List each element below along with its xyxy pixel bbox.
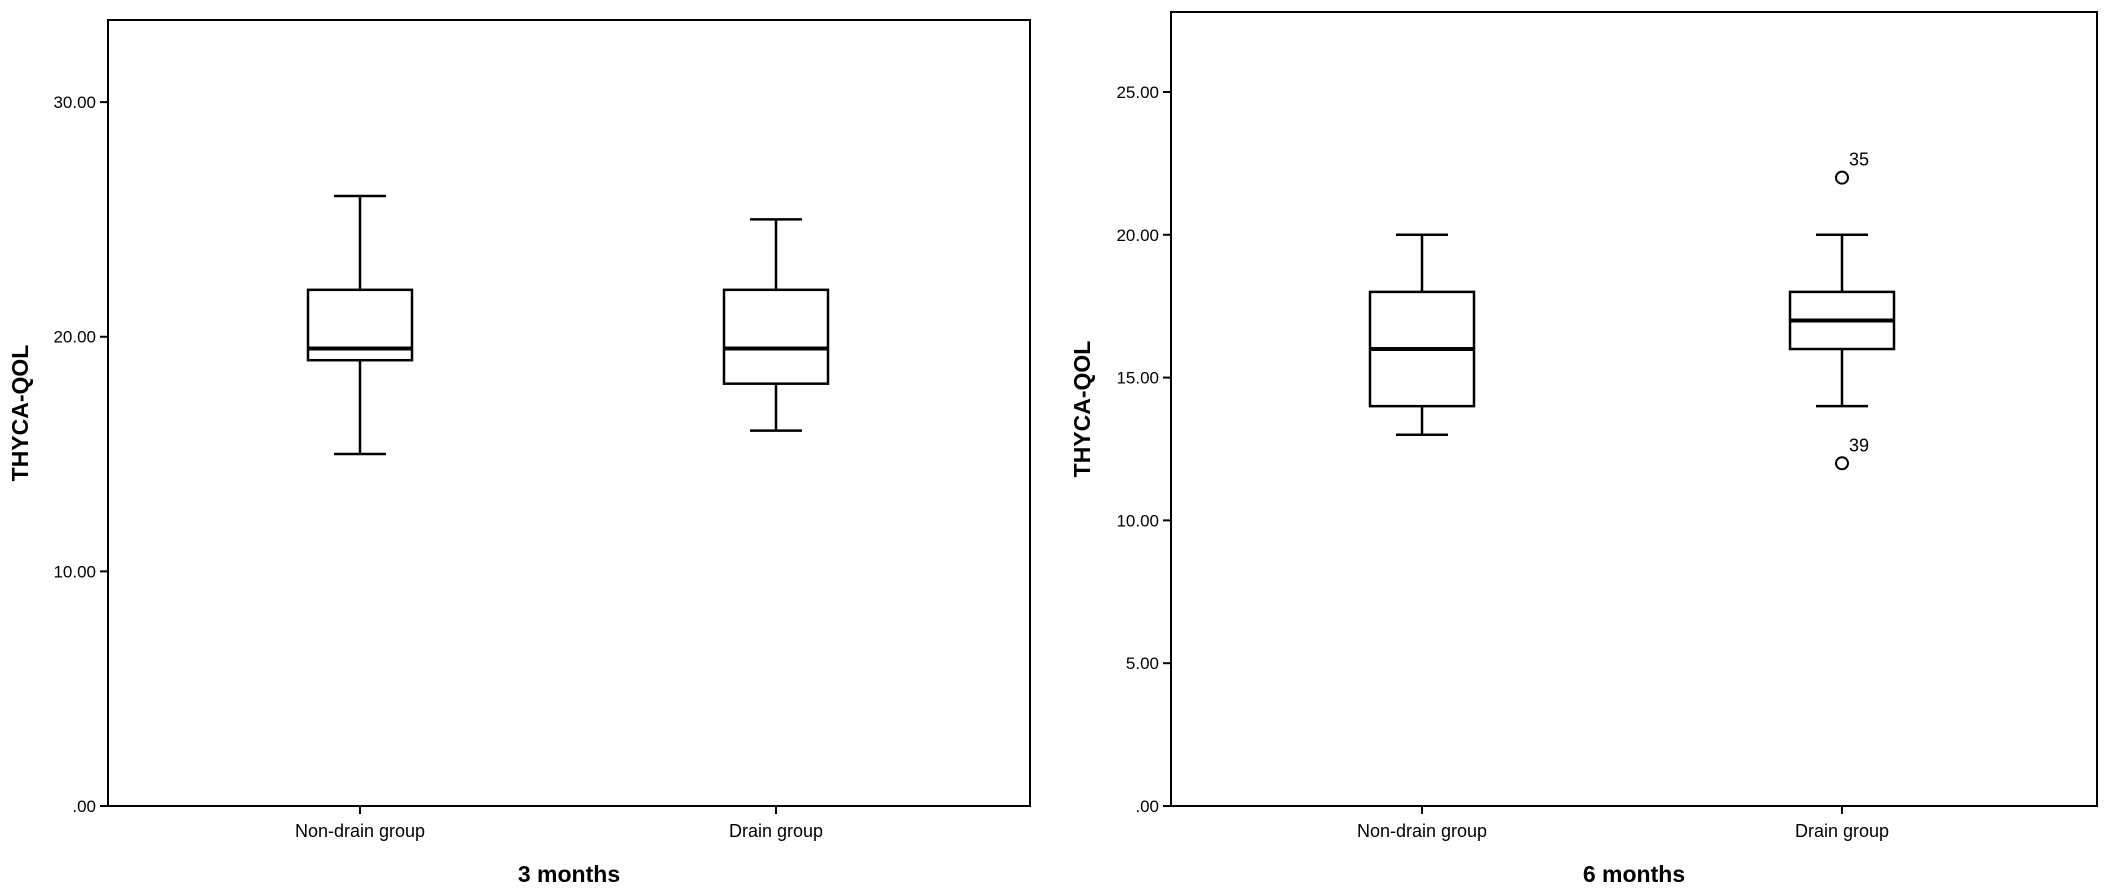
x-tick-label: Drain group bbox=[1795, 821, 1889, 841]
plot-frame bbox=[107, 19, 1031, 807]
y-axis-title: THYCA-QOL bbox=[7, 345, 33, 482]
x-tick-label: Non-drain group bbox=[295, 821, 425, 841]
y-tick-label: 20.00 bbox=[53, 328, 96, 347]
chart-panel-6-months: .00 5.00 10.00 15.00 20.00 25.00 Non-drain gro… bbox=[1069, 11, 2098, 887]
y-axis-title: THYCA-QOL bbox=[1069, 341, 1095, 478]
iqr-box bbox=[722, 288, 830, 385]
y-tick-label: 25.00 bbox=[1116, 83, 1159, 102]
outlier-point bbox=[1835, 170, 1849, 185]
outlier-label: 35 bbox=[1849, 150, 1869, 170]
y-tick-label: 10.00 bbox=[53, 562, 96, 581]
y-tick-label: 5.00 bbox=[1126, 654, 1159, 673]
y-tick-label: .00 bbox=[72, 797, 96, 816]
x-tick-label: Drain group bbox=[729, 821, 823, 841]
plot-frame bbox=[1170, 11, 2098, 807]
chart-panel-3-months: .00 10.00 20.00 30.00 Non-drain group Drain g… bbox=[7, 19, 1031, 887]
box-plot-drain-group: 35 39 bbox=[1788, 150, 1896, 471]
y-tick-label: 15.00 bbox=[1116, 369, 1159, 388]
box-plot-non-drain-group bbox=[306, 194, 414, 456]
x-axis-title: 3 months bbox=[518, 861, 620, 887]
x-axis-title: 6 months bbox=[1583, 861, 1685, 887]
outlier-point bbox=[1835, 456, 1849, 471]
y-tick-label: .00 bbox=[1135, 797, 1159, 816]
y-tick-label: 10.00 bbox=[1116, 511, 1159, 530]
y-tick-label: 20.00 bbox=[1116, 226, 1159, 245]
x-tick-label: Non-drain group bbox=[1357, 821, 1487, 841]
box-plot-non-drain-group bbox=[1368, 233, 1476, 436]
y-tick-label: 30.00 bbox=[53, 93, 96, 112]
outlier-label: 39 bbox=[1849, 435, 1869, 455]
box-plot-drain-group bbox=[722, 218, 830, 432]
